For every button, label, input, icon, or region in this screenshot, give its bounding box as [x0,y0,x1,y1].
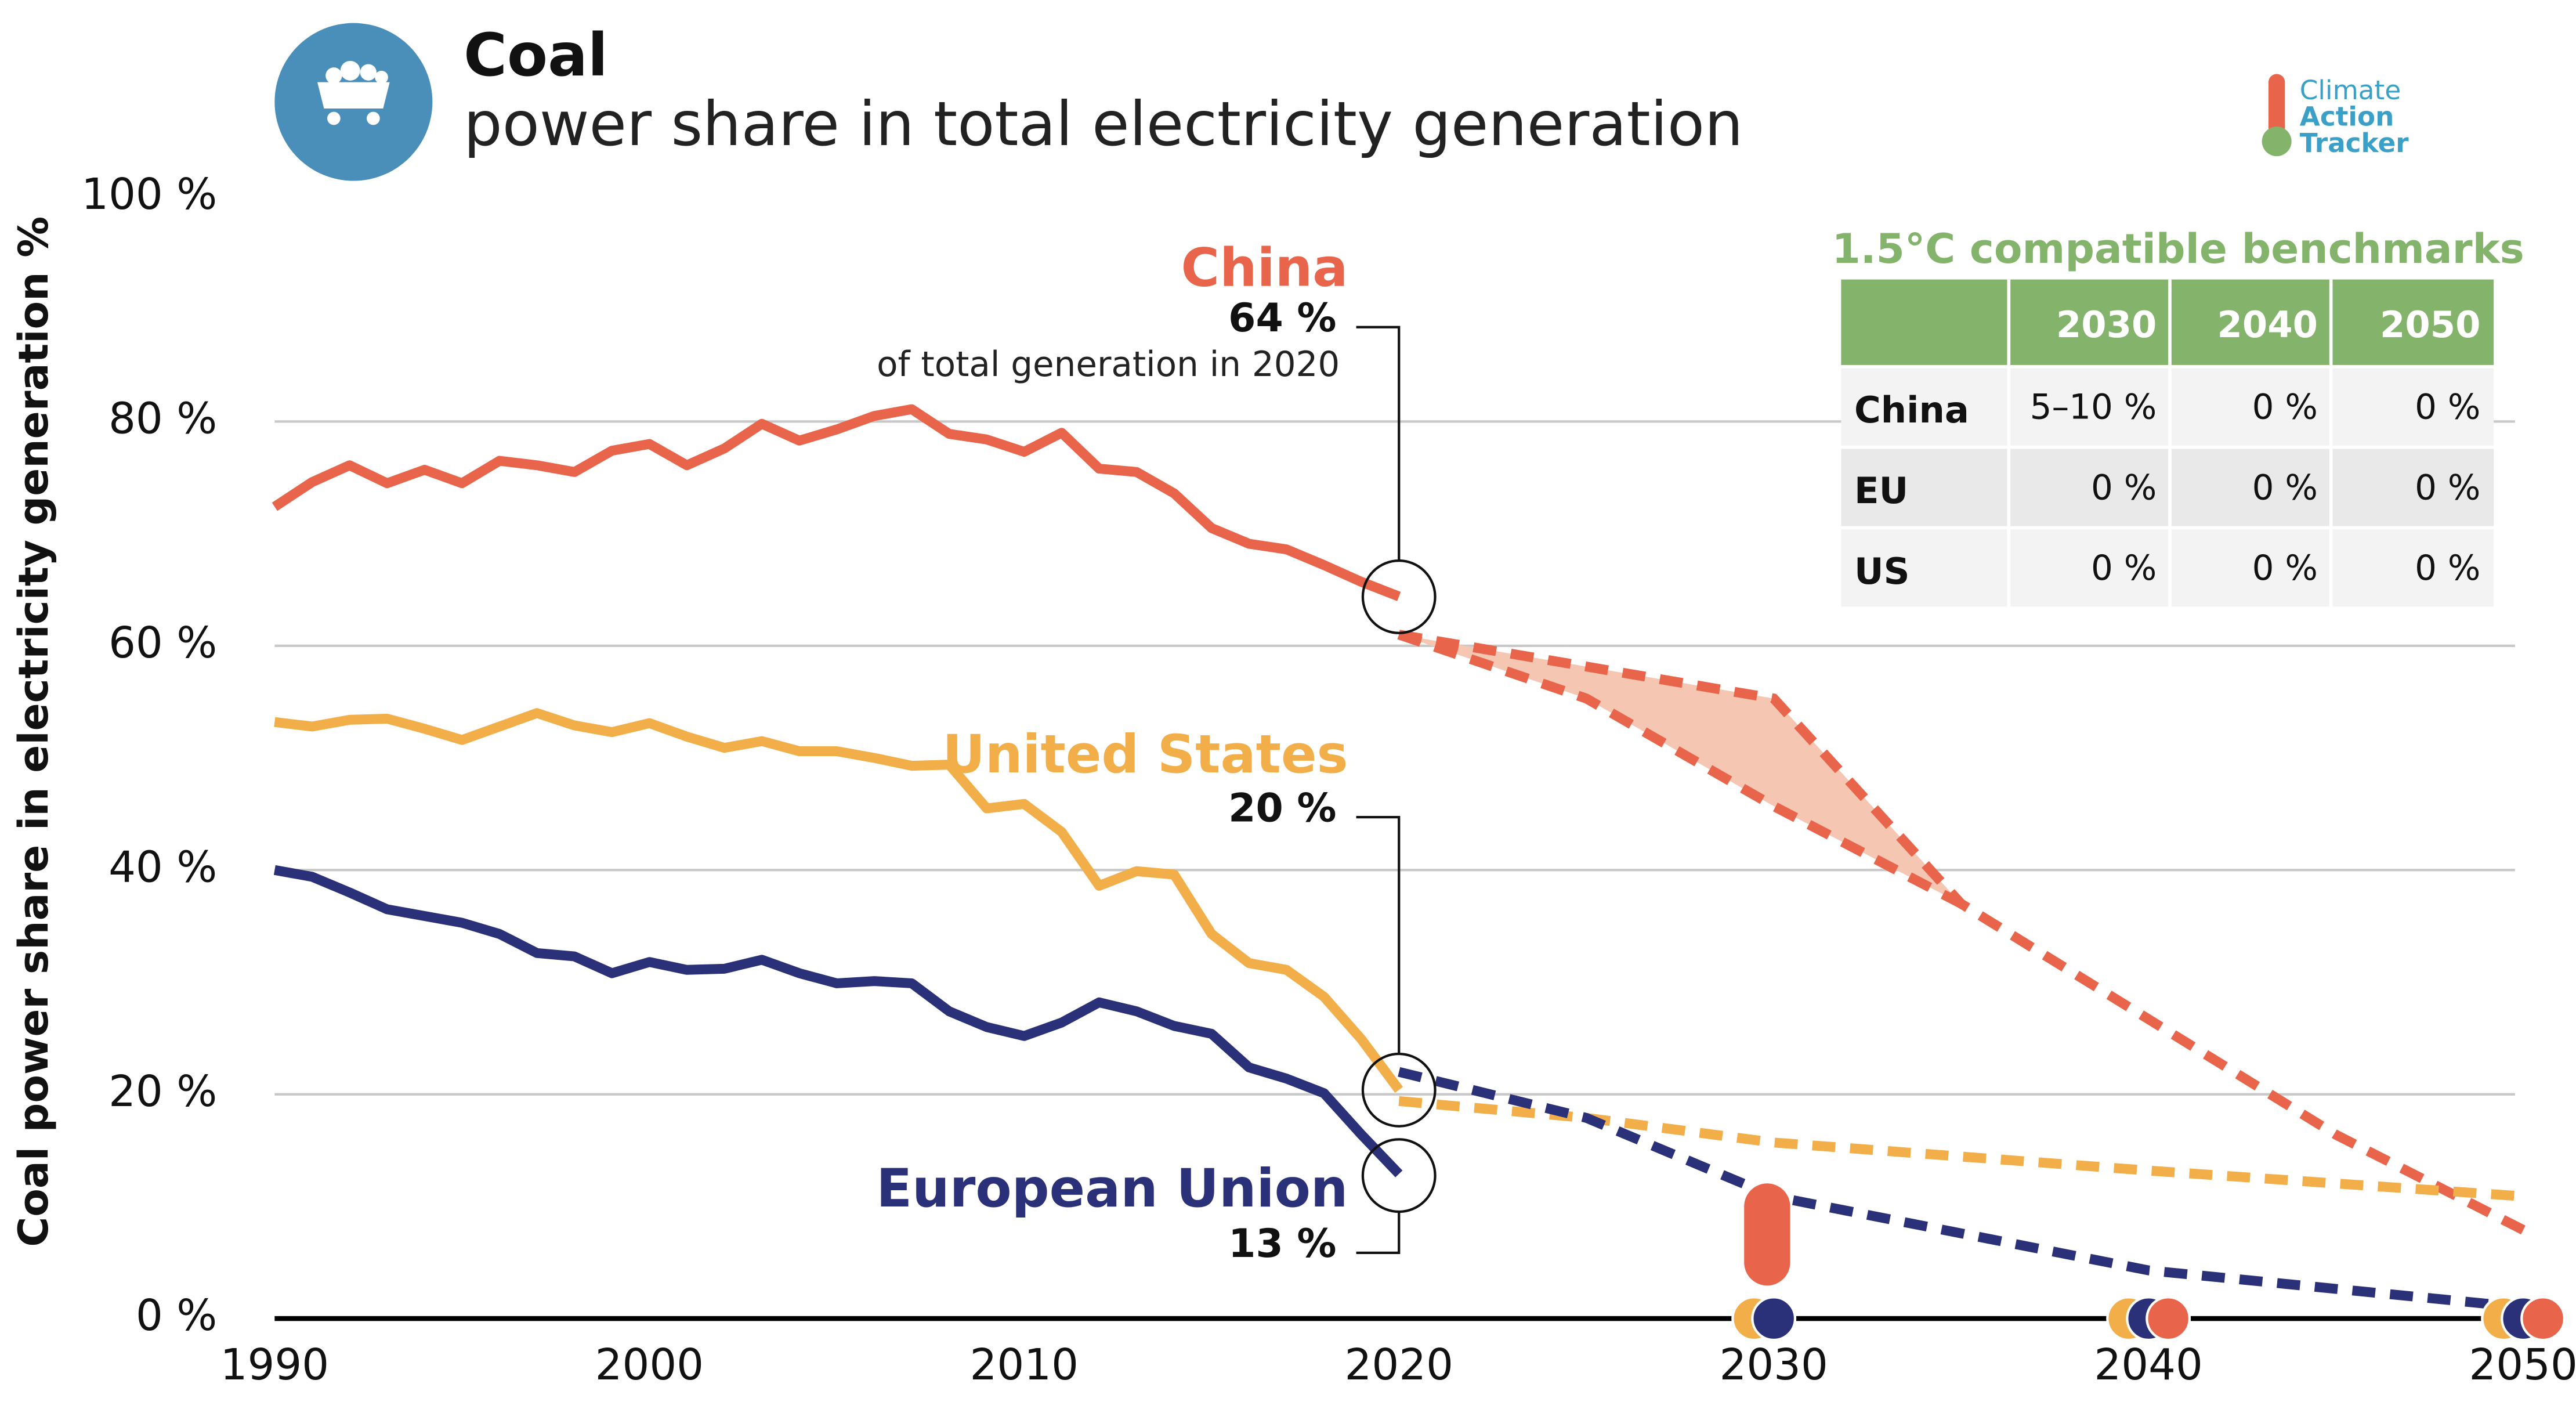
x-tick-label: 2030 [1719,1341,1828,1390]
logo-text: Climate [2300,75,2401,106]
logo-text: Action [2300,101,2394,132]
x-tick-label: 2010 [970,1341,1079,1390]
highlight-circle [1361,1052,1437,1128]
logo-icon [274,23,433,181]
y-tick-label: 0 % [136,1291,217,1341]
history-line [273,865,1403,1177]
leader-line [1356,815,1401,1054]
x-tick-label: 2050 [2469,1341,2576,1390]
end-value-label: 64 % [1228,295,1336,341]
table-row-label: US [1854,550,1909,592]
end-value-label: 20 % [1228,785,1336,831]
x-tick-label: 1990 [220,1341,329,1390]
chart-title: Coal [464,21,608,90]
annotation: of total generation in 2020 [877,345,1340,385]
table-cell: 0 % [2252,548,2318,588]
series-label: European Union [876,1158,1348,1219]
table-cell: 0 % [2415,388,2480,428]
table-title: 1.5°C compatible benchmarks [1832,225,2524,273]
table-column-header: 2050 [2380,304,2480,346]
table-column-header: 2030 [2056,304,2157,346]
table-row [1841,529,2494,607]
benchmark-marker [2146,1296,2191,1342]
leader-line [1356,1212,1401,1254]
leader-line [1356,326,1401,561]
x-tick-label: 2020 [1345,1341,1453,1390]
table-cell: 0 % [2091,468,2157,508]
projection-line [1398,1096,2524,1202]
table-cell: 0 % [2415,468,2480,508]
table-cell: 0 % [2415,548,2480,588]
history-line [272,404,1401,601]
table-row [1841,368,2494,446]
projection-line [1397,630,1964,908]
y-tick-label: 100 % [81,170,217,219]
y-tick-label: 80 % [108,394,217,443]
table-row [1841,449,2494,526]
y-tick-label: 20 % [108,1067,217,1117]
x-tick-label: 2000 [595,1341,704,1390]
chart-subtitle: power share in total electricity generat… [464,89,1743,160]
table-column-header: 2040 [2217,304,2318,346]
end-value-label: 13 % [1228,1221,1336,1267]
x-tick-label: 2040 [2094,1341,2202,1390]
benchmark-marker [2520,1296,2566,1342]
table-row-label: China [1854,389,1969,431]
table-cell: 0 % [2252,388,2318,428]
table-header [1841,279,2494,365]
series-label: United States [942,724,1348,785]
logo-text: Tracker [2300,128,2409,158]
y-axis-title: Coal power share in electricity generati… [9,216,57,1247]
benchmark-marker [1751,1296,1797,1342]
table-cell: 0 % [2252,468,2318,508]
series-label: China [1181,237,1348,298]
table-cell: 0 % [2091,548,2157,588]
projection-line [1398,630,2526,1235]
cat-logo: Climate Action Tracker [2262,74,2409,158]
projection-range [1399,634,1962,904]
highlight-circle [1361,559,1437,634]
table-cell: 5–10 % [2030,388,2157,428]
y-tick-label: 60 % [108,619,217,668]
table-row-label: EU [1854,469,1908,512]
history-line [274,708,1403,1093]
y-tick-label: 40 % [108,843,217,892]
highlight-circle [1361,1138,1437,1213]
